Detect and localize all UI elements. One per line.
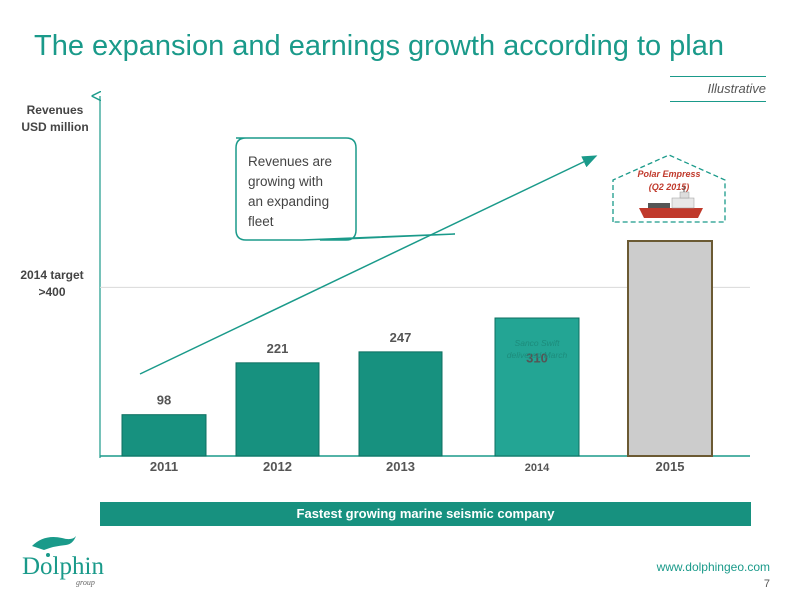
callout-line-2: growing with: [248, 174, 323, 189]
illustrative-top-rule: [670, 76, 766, 77]
x-tick-label: 2015: [656, 459, 685, 474]
bar-2012: [235, 362, 320, 457]
bar-2015: [627, 240, 713, 457]
ship-icon: [639, 186, 703, 218]
x-tick-label: 2013: [386, 459, 415, 474]
website-url[interactable]: www.dolphingeo.com: [656, 560, 770, 574]
callout-line-3: an expanding: [248, 194, 329, 209]
callout-line-4: fleet: [248, 214, 274, 229]
logo-wordmark: Dolphin: [22, 553, 104, 580]
x-tick-label: 2012: [263, 459, 292, 474]
bars-group: 98 2011 221 2012 247 2013 310 Sanco Swift delive…: [121, 240, 713, 474]
logo-subtext: group: [76, 578, 95, 587]
y-axis-label-line1: Revenues: [27, 103, 84, 117]
callout-text: Revenues are growing with an expanding f…: [248, 154, 336, 229]
revenue-bar-chart: Revenues USD million 2014 target >400 Re…: [20, 0, 750, 474]
page-number: 7: [763, 578, 770, 590]
bar-segment-label-line1: Sanco Swift: [515, 338, 561, 348]
illustrative-bottom-rule: [670, 101, 766, 102]
bar-value-label: 98: [157, 393, 171, 408]
target-label-line1: 2014 target: [20, 268, 83, 282]
growth-trend-arrow: [139, 155, 598, 375]
dolphin-logo-icon: [32, 536, 76, 557]
bar-segment-label-line2: delivered March: [507, 350, 568, 360]
bar-value-label: 221: [267, 341, 289, 356]
x-tick-label: 2011: [150, 459, 178, 474]
y-axis-label-line2: USD million: [21, 120, 88, 134]
tagline-banner: Fastest growing marine seismic company: [100, 502, 751, 526]
bar-2011: [121, 414, 207, 457]
bar-2014-lower: [494, 317, 580, 457]
ship-note: (Q2 2015): [649, 182, 690, 192]
ship-frame: [612, 154, 726, 223]
target-label-line2: >400: [38, 285, 65, 299]
callout-line-1: Revenues are: [248, 154, 332, 169]
bar-2013: [358, 351, 443, 457]
callout-bubble: [235, 137, 456, 241]
slide-title: The expansion and earnings growth accord…: [34, 30, 725, 62]
x-tick-label: 2014: [525, 462, 550, 474]
bar-value-label: 247: [390, 330, 412, 345]
bar-value-label: 310: [526, 350, 548, 365]
company-logo: Dolphin group: [20, 532, 120, 587]
ship-name: Polar Empress: [637, 169, 700, 179]
illustrative-tag: Illustrative: [707, 81, 766, 96]
